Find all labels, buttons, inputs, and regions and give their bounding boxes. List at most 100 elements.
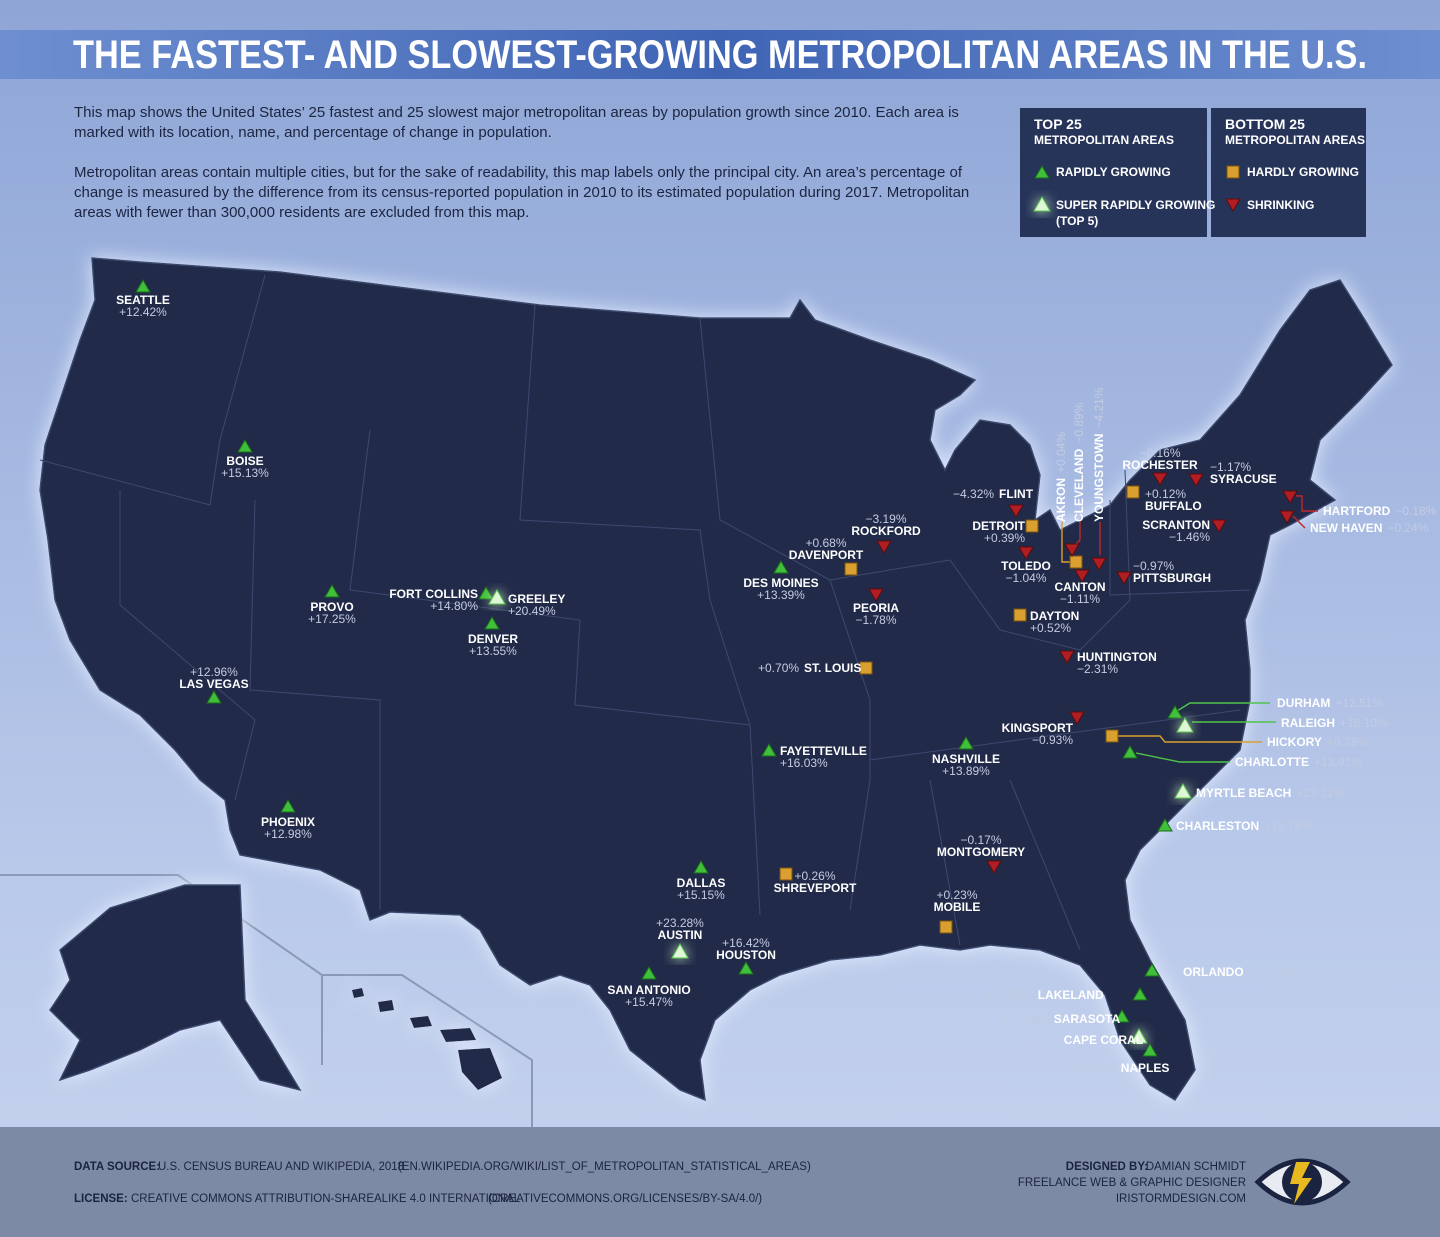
logo [1254,1158,1351,1206]
area-change: −0.17% [960,833,1001,847]
area-change: +14.58% [1001,1012,1049,1026]
leader-line [1296,495,1318,512]
area-name: CLEVELAND [1072,448,1086,522]
growth-marker [280,799,296,813]
area-name: NASHVILLE [932,752,1000,766]
shrink-marker [986,860,1002,874]
area-name: FORT COLLINS [389,587,478,601]
growth-marker [206,690,222,704]
growth-marker [693,860,709,874]
area-label: +15.97% NAPLES [1068,1061,1169,1075]
area-name: RALEIGH [1281,716,1335,730]
area-name: ST. LOUIS [804,661,861,675]
area-change: −0.24% [1387,521,1428,535]
top-growth-marker [1176,716,1194,733]
area-change: −0.89% [1072,402,1086,443]
growth-marker [135,279,151,293]
top-growth-marker [671,942,689,959]
top-growth-marker [1174,782,1192,799]
intro-paragraph: This map shows the United States’ 25 fas… [74,104,959,141]
area-label: AKRON +0.04% [1054,432,1068,522]
area-name: SYRACUSE [1210,472,1277,486]
area-change: +0.12% [1145,487,1186,501]
area-change: −2.31% [1077,662,1118,676]
area-name: SAN ANTONIO [607,983,690,997]
area-name: NAPLES [1121,1061,1170,1075]
growth-marker [958,736,974,750]
area-name: ORLANDO [1183,965,1244,979]
flat-marker [1126,485,1140,499]
area-name: CHARLESTON [1176,819,1259,833]
area-change: +13.55% [469,644,517,658]
border [1009,779,1081,951]
area-name: DAYTON [1030,609,1079,623]
legend-title: BOTTOM 25 [1225,116,1305,132]
area-name: GREELEY [508,592,565,606]
area-name: YOUNGSTOWN [1092,434,1106,522]
title-band [0,30,1440,79]
footer-text: U.S. CENSUS BUREAU AND WIKIPEDIA, 2018 [158,1161,404,1173]
shrink-marker [1008,504,1024,518]
area-label: −4.32% FLINT [953,487,1034,501]
area-name: LAS VEGAS [179,677,248,691]
leader-line [1176,702,1270,712]
area-name: SEATTLE [116,293,170,307]
shrink-marker [1091,557,1107,571]
growth-marker [478,586,494,600]
area-change: +0.70% [758,661,799,675]
area-name: MYRTLE BEACH [1196,786,1291,800]
growth-marker [773,560,789,574]
island [410,1016,432,1028]
legend-marker [1225,198,1241,212]
footer-text: DAMIAN SCHMIDT [1146,1161,1246,1173]
area-name: HOUSTON [716,948,776,962]
area-change: +0.68% [805,536,846,550]
legend-item: SUPER RAPIDLY GROWING [1056,198,1215,212]
footer-text: (EN.WIKIPEDIA.ORG/WIKI/LIST_OF_METROPOLI… [398,1161,811,1173]
island [458,1048,502,1090]
area-name: MOBILE [934,900,981,914]
intro-paragraph: Metropolitan areas contain multiple citi… [74,164,970,221]
area-change: −0.93% [1032,733,1073,747]
area-name: TOLEDO [1001,559,1051,573]
growth-marker [484,616,500,630]
leader-lines [1061,495,1318,763]
leader-line [1292,515,1306,529]
area-change: +12.96% [190,665,238,679]
area-change: +12.98% [264,827,312,841]
border [519,304,751,726]
footer-label: DESIGNED BY: [1066,1161,1148,1173]
area-change: +16.74% [1264,819,1312,833]
growth-marker [324,584,340,598]
area-name: AUSTIN [658,928,703,942]
area-label: HARTFORD −0.18% [1323,504,1437,518]
area-name: SCRANTON [1142,518,1210,532]
area-name: DAVENPORT [789,548,864,562]
area-name: PITTSBURGH [1133,571,1211,585]
shrink-marker [1211,519,1227,533]
leader-line [1135,752,1230,763]
area-change: +14.02% [985,988,1033,1002]
metro-areas: SEATTLE+12.42% BOISE+15.13% PROVO+17.25% +1… [116,279,1437,1075]
area-change: +18.10% [1340,716,1388,730]
leader-line [1118,735,1262,743]
area-label: NEW HAVEN −0.24% [1310,521,1429,535]
growth-marker [1157,818,1173,832]
border [249,499,381,910]
area-name: KINGSPORT [1002,721,1074,735]
area-label: +0.70% ST. LOUIS [758,661,861,675]
area-change: +23.21% [1296,786,1344,800]
border [699,317,871,911]
flat-marker [939,920,953,934]
area-change: +15.15% [677,888,725,902]
border [119,490,256,801]
area-name: DES MOINES [743,576,818,590]
area-name: PROVO [310,600,353,614]
area-change: +0.52% [1030,621,1071,635]
flat-marker [1025,519,1039,533]
legend-panel [1020,108,1207,237]
intro: This map shows the United States’ 25 fas… [74,103,994,243]
legend-marker [1033,195,1051,212]
